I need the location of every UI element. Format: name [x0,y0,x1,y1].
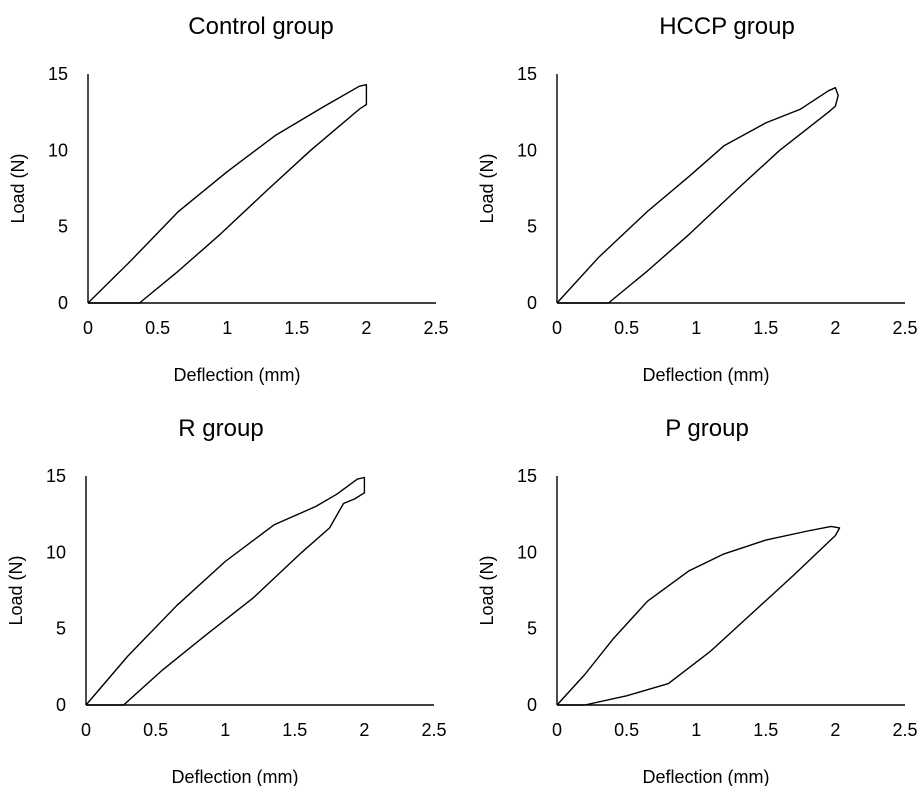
y-tick-label: 0 [56,695,66,715]
x-axis-label: Deflection (mm) [642,365,769,385]
x-tick-label: 0.5 [614,720,639,740]
series-line [85,476,366,706]
y-tick-label: 10 [517,140,537,160]
x-axis-label: Deflection (mm) [173,365,300,385]
chart-title: P group [665,415,749,442]
x-tick-label: 0.5 [143,720,168,740]
x-tick-label: 2.5 [423,318,448,338]
x-tick-label: 1.5 [753,720,778,740]
y-axis-label: Load (N) [477,555,497,625]
x-tick-label: 2.5 [892,720,917,740]
series-line [87,84,368,304]
series-line [556,525,841,706]
chart-title: Control group [188,13,333,40]
x-tick-label: 0 [552,720,562,740]
x-tick-label: 0.5 [145,318,170,338]
y-tick-label: 5 [56,619,66,639]
chart-panel: R group 0 0.5 1 1.5 2 2.5 0 5 10 15 Deflection (mm)… [6,415,447,787]
chart-panel: P group 0 0.5 1 1.5 2 2.5 0 5 10 15 Deflection (mm)… [477,415,918,787]
y-tick-label: 5 [58,217,68,237]
y-tick-label: 10 [517,542,537,562]
y-tick-label: 5 [527,619,537,639]
y-tick-label: 10 [46,542,66,562]
x-tick-label: 1.5 [284,318,309,338]
x-tick-label: 0 [81,720,91,740]
x-tick-label: 2 [361,318,371,338]
x-tick-label: 1 [220,720,230,740]
y-tick-label: 0 [527,695,537,715]
y-tick-label: 5 [527,217,537,237]
x-tick-label: 2 [830,720,840,740]
x-tick-label: 1 [691,318,701,338]
y-tick-label: 15 [46,466,66,486]
x-tick-label: 1.5 [282,720,307,740]
chart-title: HCCP group [659,13,795,40]
y-tick-label: 15 [517,64,537,84]
x-tick-label: 1 [222,318,232,338]
x-axis-label: Deflection (mm) [171,767,298,786]
y-tick-label: 0 [58,293,68,313]
x-axis-label: Deflection (mm) [642,767,769,786]
x-tick-label: 0 [552,318,562,338]
x-tick-label: 0 [83,318,93,338]
x-tick-label: 2 [830,318,840,338]
x-tick-label: 2 [359,720,369,740]
chart-panel: Control group 0 0.5 1 1.5 2 2.5 0 5 10 15 Deflectio… [8,13,449,385]
y-axis-label: Load (N) [8,153,28,223]
y-axis-label: Load (N) [477,153,497,223]
chart-title: R group [178,415,263,442]
y-tick-label: 15 [48,64,68,84]
y-tick-label: 15 [517,466,537,486]
chart-panel: HCCP group 0 0.5 1 1.5 2 2.5 0 5 10 15 Deflection (… [477,13,918,385]
x-tick-label: 1.5 [753,318,778,338]
x-tick-label: 0.5 [614,318,639,338]
y-tick-label: 0 [527,293,537,313]
y-axis-label: Load (N) [6,555,26,625]
x-tick-label: 2.5 [421,720,446,740]
y-tick-label: 10 [48,140,68,160]
x-tick-label: 2.5 [892,318,917,338]
series-line [556,87,839,304]
x-tick-label: 1 [691,720,701,740]
